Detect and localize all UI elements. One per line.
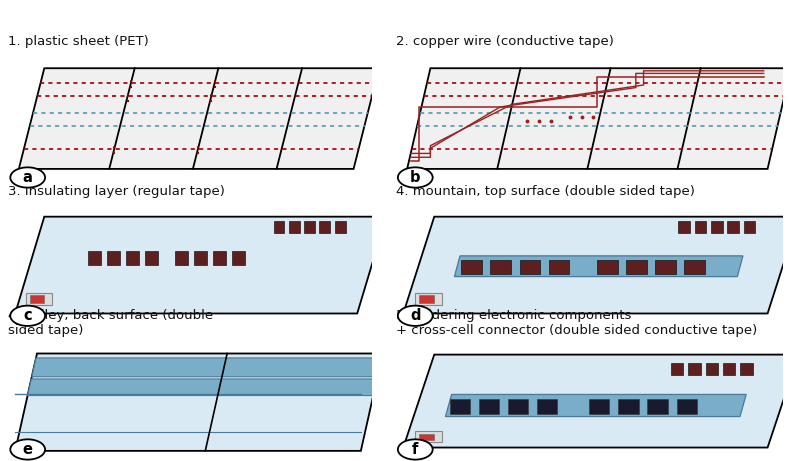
Bar <box>30 295 44 303</box>
Bar <box>508 399 528 414</box>
Bar <box>289 221 300 233</box>
Bar <box>723 363 736 374</box>
Text: b: b <box>410 170 421 185</box>
Bar <box>213 251 226 265</box>
Bar <box>740 363 753 374</box>
Polygon shape <box>19 68 379 169</box>
Polygon shape <box>32 358 382 377</box>
Bar <box>335 221 346 233</box>
Bar <box>619 399 638 414</box>
Bar <box>107 251 120 265</box>
Text: f: f <box>412 442 418 457</box>
Bar <box>706 363 718 374</box>
Bar <box>727 221 739 233</box>
Polygon shape <box>15 217 386 313</box>
FancyBboxPatch shape <box>415 431 442 442</box>
Text: c: c <box>24 308 32 323</box>
Polygon shape <box>403 355 791 448</box>
Bar <box>648 399 668 414</box>
Text: 5. soldering electronic components
+ cross-cell connector (double sided conducti: 5. soldering electronic components + cro… <box>396 308 757 337</box>
Bar <box>684 260 705 274</box>
Bar <box>694 221 706 233</box>
Bar <box>418 295 434 303</box>
Bar <box>450 399 470 414</box>
Polygon shape <box>15 354 383 451</box>
Bar <box>232 251 245 265</box>
Bar <box>195 251 207 265</box>
Bar <box>145 251 158 265</box>
Bar <box>711 221 723 233</box>
Bar <box>461 260 482 274</box>
Bar <box>679 221 690 233</box>
Bar <box>490 260 511 274</box>
Bar <box>418 434 434 440</box>
Polygon shape <box>28 379 377 396</box>
Text: 4. valley, back surface (double
sided tape): 4. valley, back surface (double sided ta… <box>8 308 213 337</box>
Bar <box>479 399 499 414</box>
Text: d: d <box>410 308 421 323</box>
Polygon shape <box>407 68 791 169</box>
Bar <box>549 260 570 274</box>
Bar <box>589 399 609 414</box>
Bar <box>671 363 683 374</box>
Bar <box>537 399 557 414</box>
Bar <box>520 260 540 274</box>
Bar <box>176 251 188 265</box>
Polygon shape <box>445 395 746 417</box>
Bar <box>655 260 676 274</box>
FancyBboxPatch shape <box>26 293 51 306</box>
FancyBboxPatch shape <box>415 293 442 306</box>
Bar <box>626 260 647 274</box>
Bar <box>320 221 331 233</box>
Text: 1. plastic sheet (PET): 1. plastic sheet (PET) <box>8 35 149 48</box>
Bar <box>597 260 618 274</box>
Bar <box>676 399 697 414</box>
Text: 2. copper wire (conductive tape): 2. copper wire (conductive tape) <box>396 35 613 48</box>
Polygon shape <box>403 217 791 313</box>
Bar <box>88 251 101 265</box>
Bar <box>274 221 285 233</box>
Bar <box>744 221 755 233</box>
Bar <box>126 251 139 265</box>
Text: 3. insulating layer (regular tape): 3. insulating layer (regular tape) <box>8 185 225 198</box>
Text: 4. mountain, top surface (double sided tape): 4. mountain, top surface (double sided t… <box>396 185 694 198</box>
Bar <box>304 221 315 233</box>
Text: a: a <box>23 170 32 185</box>
Polygon shape <box>454 256 743 277</box>
Text: e: e <box>23 442 32 457</box>
Bar <box>688 363 701 374</box>
